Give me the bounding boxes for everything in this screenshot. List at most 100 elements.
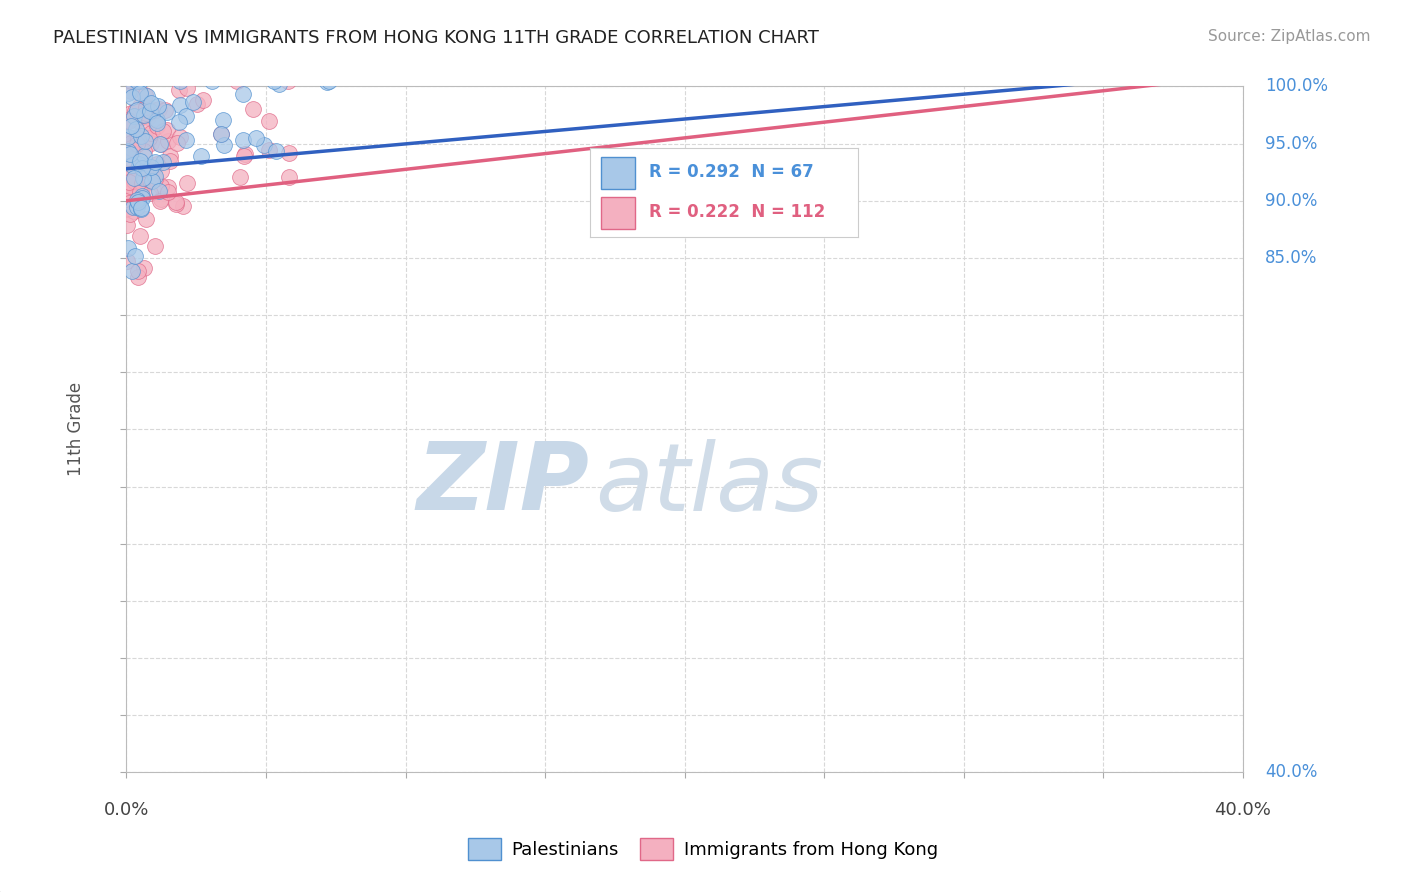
Point <box>135 103 157 117</box>
Point <box>125 73 148 87</box>
Point <box>122 199 145 213</box>
Point <box>129 185 152 199</box>
Point <box>120 175 142 189</box>
Point <box>129 201 152 215</box>
Point <box>143 239 166 253</box>
Point <box>124 249 146 263</box>
Point <box>146 112 169 127</box>
Point <box>245 131 267 145</box>
Point <box>145 103 167 118</box>
Point <box>132 261 155 276</box>
Point <box>117 151 139 165</box>
Point <box>121 145 143 159</box>
Point <box>131 161 153 176</box>
Point <box>125 130 148 145</box>
Point <box>209 127 232 141</box>
Point <box>186 96 208 111</box>
Point <box>124 103 146 118</box>
Point <box>139 95 162 110</box>
Point <box>136 88 159 103</box>
Point <box>118 167 141 181</box>
Point <box>118 175 141 189</box>
Point <box>143 155 166 169</box>
Point <box>128 157 150 171</box>
Point <box>233 147 256 161</box>
Point <box>125 113 148 128</box>
Point <box>122 170 145 185</box>
Point <box>118 179 141 194</box>
Point <box>129 184 152 198</box>
Point <box>127 200 149 214</box>
Point <box>122 185 145 199</box>
Point <box>318 73 340 87</box>
Point <box>167 83 190 97</box>
Point <box>132 149 155 163</box>
Point <box>157 134 180 148</box>
Point <box>127 269 149 284</box>
Point <box>277 146 299 161</box>
Point <box>190 149 212 163</box>
Point <box>127 264 149 278</box>
Point <box>156 104 179 119</box>
Point <box>148 102 170 116</box>
Point <box>267 77 290 91</box>
Point <box>122 186 145 200</box>
Point <box>117 144 139 158</box>
Point <box>263 73 285 87</box>
Point <box>132 171 155 186</box>
Point <box>120 170 142 185</box>
Point <box>149 194 172 209</box>
Point <box>121 169 143 184</box>
Text: 85.0%: 85.0% <box>1265 249 1317 267</box>
Point <box>165 194 187 209</box>
Point <box>211 127 233 141</box>
Point <box>136 169 159 183</box>
Point <box>232 148 254 162</box>
Point <box>127 132 149 146</box>
Point <box>127 168 149 182</box>
Point <box>131 191 153 205</box>
Point <box>117 130 139 145</box>
Point <box>122 200 145 214</box>
Point <box>150 137 173 152</box>
Point <box>131 177 153 191</box>
Point <box>120 136 142 151</box>
Point <box>134 87 156 102</box>
Point <box>176 133 198 147</box>
Point <box>183 95 205 110</box>
Point <box>124 203 146 218</box>
Point <box>125 193 148 207</box>
Point <box>201 73 224 87</box>
Point <box>229 170 252 185</box>
Text: ZIP: ZIP <box>418 438 589 531</box>
Point <box>232 133 254 147</box>
Point <box>153 103 176 118</box>
Text: Source: ZipAtlas.com: Source: ZipAtlas.com <box>1208 29 1371 44</box>
Point <box>156 123 179 137</box>
Point <box>122 109 145 123</box>
Point <box>139 172 162 186</box>
Point <box>129 86 152 100</box>
Point <box>117 201 139 215</box>
Point <box>132 161 155 176</box>
Point <box>115 194 138 208</box>
Point <box>146 157 169 171</box>
Text: 40.0%: 40.0% <box>1265 764 1317 781</box>
Point <box>172 198 194 212</box>
Point <box>226 73 249 87</box>
Point <box>117 186 139 201</box>
Point <box>146 119 169 133</box>
Point <box>135 106 157 120</box>
Point <box>125 122 148 136</box>
Point <box>129 129 152 144</box>
Point <box>191 94 214 108</box>
Point <box>169 130 191 145</box>
Point <box>149 178 172 193</box>
Point <box>152 124 174 138</box>
Legend: Palestinians, Immigrants from Hong Kong: Palestinians, Immigrants from Hong Kong <box>461 830 945 867</box>
Text: 100.0%: 100.0% <box>1265 78 1329 95</box>
Point <box>135 211 157 226</box>
Point <box>150 193 173 207</box>
Point <box>134 134 156 148</box>
Point <box>117 86 139 100</box>
